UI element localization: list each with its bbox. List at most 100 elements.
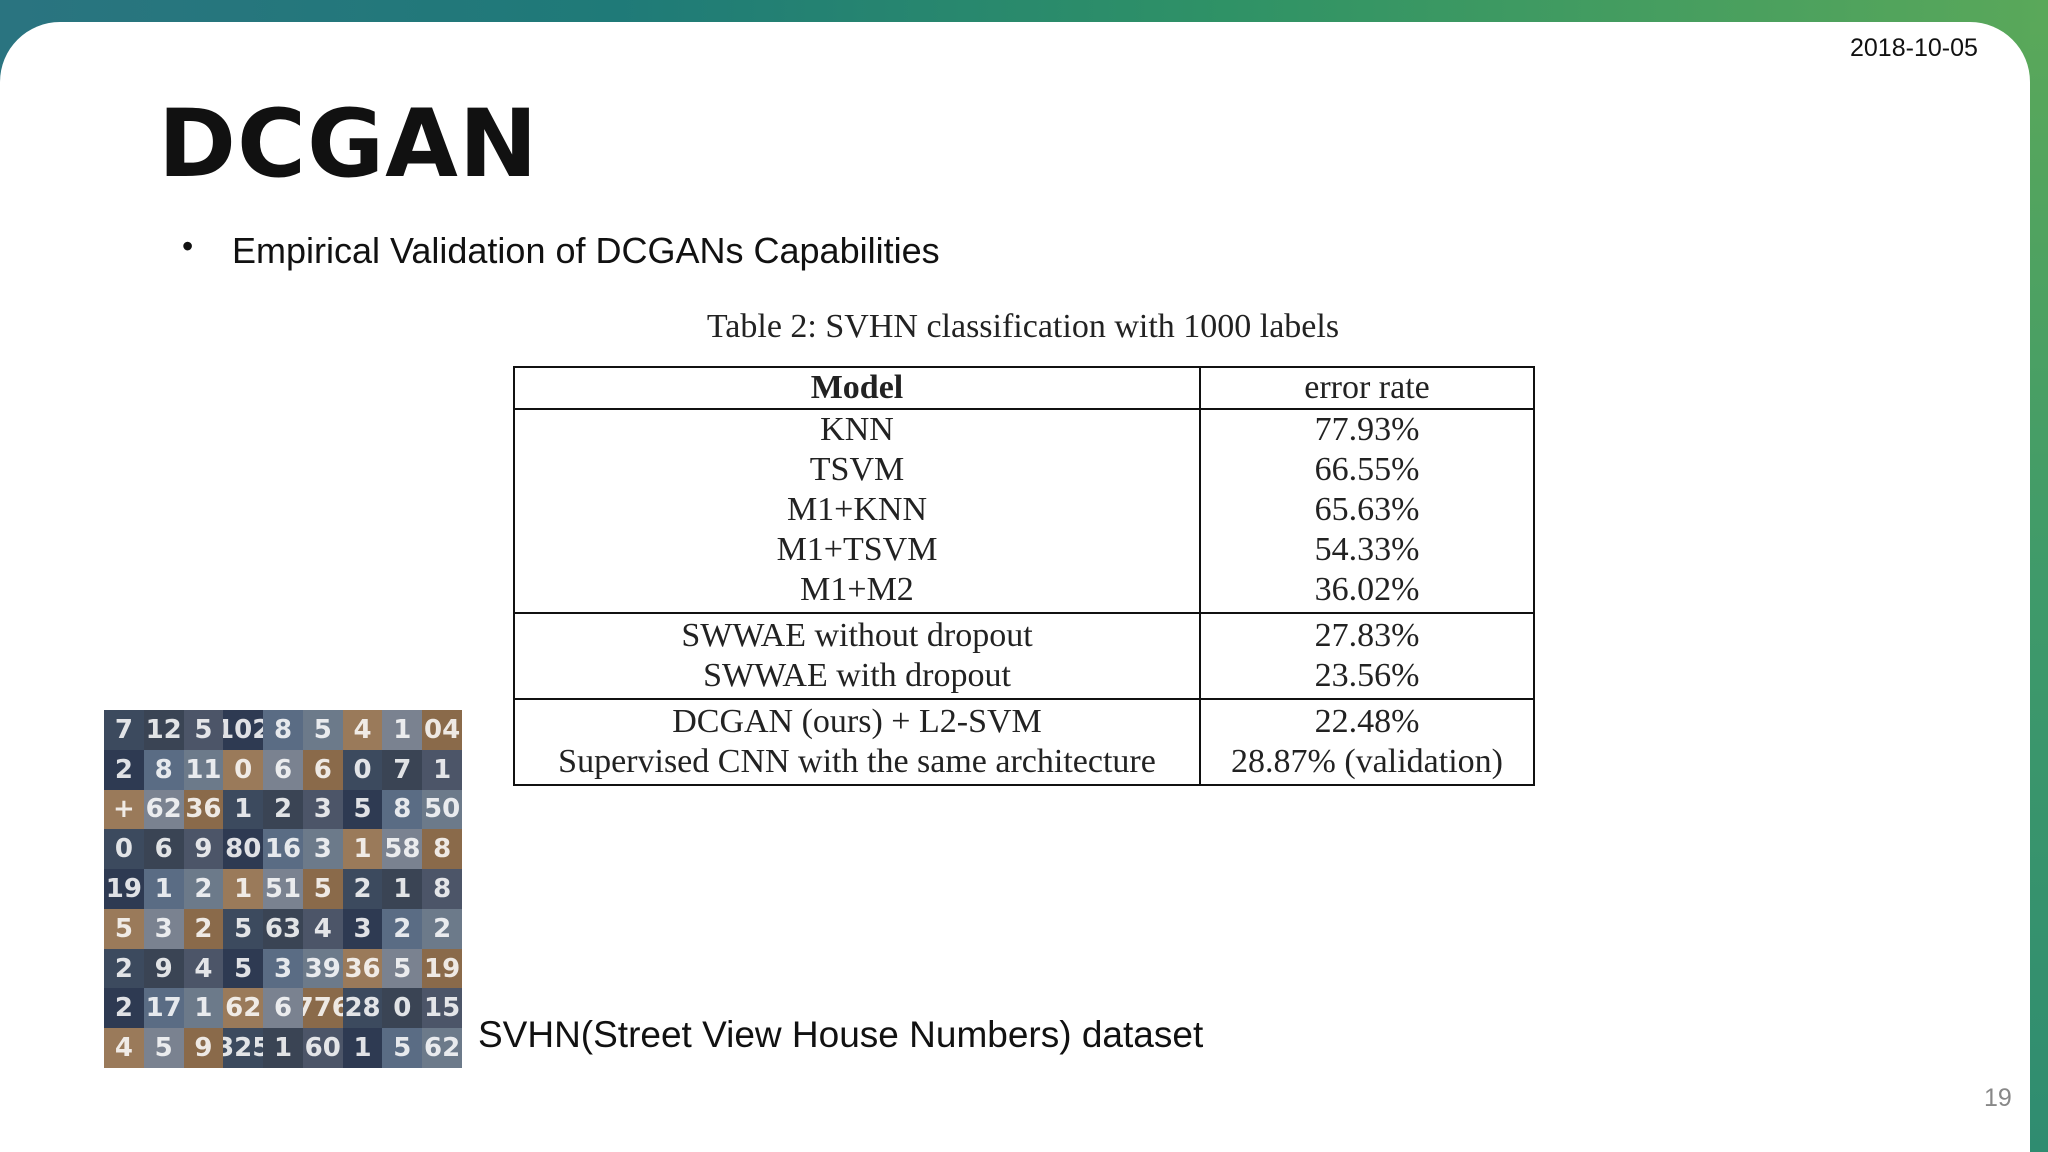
svhn-sample-tile: 0 [223, 749, 264, 790]
table-row: SWWAE without dropout 27.83% [513, 613, 1535, 656]
svhn-sample-tile: 0 [342, 749, 383, 790]
svhn-sample-tile: 1 [223, 869, 264, 909]
table-row: DCGAN (ours) + L2-SVM 22.48% [513, 699, 1535, 742]
svhn-sample-tile: 4 [183, 948, 224, 989]
table-row: M1+M2 36.02% [513, 570, 1535, 614]
svhn-sample-tile: 1 [342, 1028, 383, 1068]
table-row: TSVM 66.55% [513, 450, 1535, 490]
bullet-marker: • [182, 228, 194, 264]
svhn-sample-tile: 39 [302, 948, 343, 989]
svhn-sample-tile: 17 [143, 988, 184, 1029]
svhn-sample-tile: 04 [422, 710, 462, 750]
svhn-sample-tile: 8 [422, 829, 462, 870]
table-row: M1+TSVM 54.33% [513, 530, 1535, 570]
svhn-sample-tile: 2 [183, 908, 224, 949]
error-cell: 54.33% [1199, 530, 1535, 570]
svhn-sample-tile: 2 [422, 908, 462, 949]
svhn-sample-tile: 58 [382, 829, 423, 870]
svhn-sample-tile: 19 [104, 869, 144, 909]
model-cell: M1+KNN [513, 490, 1201, 530]
model-cell: TSVM [513, 450, 1201, 490]
svhn-sample-tile: 62 [422, 1028, 462, 1068]
svhn-sample-tile: 11 [183, 749, 224, 790]
slide-edge-accent [2030, 22, 2048, 1152]
bullet-text: Empirical Validation of DCGANs Capabilit… [232, 230, 940, 271]
slide-date: 2018-10-05 [1850, 34, 1978, 62]
svhn-sample-tile: 63 [263, 908, 303, 949]
table-row: M1+KNN 65.63% [513, 490, 1535, 530]
svhn-sample-tile: 6 [143, 829, 184, 870]
svhn-sample-tile: 6 [263, 988, 303, 1029]
svhn-sample-tile: + [104, 789, 144, 830]
svhn-sample-tile: 12 [143, 710, 184, 750]
svhn-sample-tile: 2 [342, 869, 383, 909]
svhn-sample-tile: 62 [223, 988, 264, 1029]
svhn-sample-tile: 1 [342, 829, 383, 870]
error-cell: 23.56% [1199, 656, 1535, 700]
svhn-sample-tile: 1 [143, 869, 184, 909]
model-cell: M1+M2 [513, 570, 1201, 614]
error-cell: 28.87% (validation) [1199, 742, 1535, 786]
error-cell: 65.63% [1199, 490, 1535, 530]
svhn-sample-tile: 9 [183, 1028, 224, 1068]
table-row: KNN 77.93% [513, 409, 1535, 450]
svhn-sample-tile: 2 [382, 908, 423, 949]
svhn-sample-tile: 4 [104, 1028, 144, 1068]
svhn-sample-mosaic: 7 12 5 102 8 5 4 1 04 2 8 11 0 6 6 0 7 1 +62 36 1 2 3 5 8 50 0 6 9 80… [104, 710, 462, 1068]
svhn-sample-tile: 1 [263, 1028, 303, 1068]
svhn-sample-tile: 1 [183, 988, 224, 1029]
model-cell: DCGAN (ours) + L2-SVM [513, 699, 1201, 742]
svhn-sample-tile: 9 [183, 829, 224, 870]
error-cell: 77.93% [1199, 409, 1535, 450]
svhn-sample-tile: 2 [183, 869, 224, 909]
svhn-sample-tile: 6 [302, 749, 343, 790]
svhn-sample-tile: 7 [104, 710, 144, 750]
svhn-sample-tile: 2 [104, 988, 144, 1029]
svhn-sample-tile: 4 [342, 710, 383, 750]
svhn-sample-tile: 5 [183, 710, 224, 750]
svhn-sample-tile: 5 [143, 1028, 184, 1068]
svhn-sample-tile: 2 [104, 749, 144, 790]
svhn-sample-tile: 1 [422, 749, 462, 790]
page-number: 19 [1984, 1084, 2012, 1112]
svhn-sample-tile: 3 [342, 908, 383, 949]
svhn-sample-tile: 3 [143, 908, 184, 949]
svhn-sample-tile: 19 [422, 948, 462, 989]
table-row: Supervised CNN with the same architectur… [513, 742, 1535, 786]
column-header-error-rate: error rate [1199, 366, 1535, 410]
model-cell: Supervised CNN with the same architectur… [513, 742, 1201, 786]
table-caption: Table 2: SVHN classification with 1000 l… [706, 308, 1340, 345]
svhn-sample-tile: 50 [422, 789, 462, 830]
svhn-sample-tile: 5 [223, 948, 264, 989]
svhn-sample-tile: 2 [104, 948, 144, 989]
svhn-sample-tile: 0 [382, 988, 423, 1029]
svhn-sample-tile: 8 [263, 710, 303, 750]
svhn-sample-tile: 5 [302, 869, 343, 909]
table-row: SWWAE with dropout 23.56% [513, 656, 1535, 700]
svhn-sample-tile: 60 [302, 1028, 343, 1068]
column-header-model: Model [513, 366, 1201, 410]
svhn-sample-tile: 2 [263, 789, 303, 830]
error-cell: 36.02% [1199, 570, 1535, 614]
svhn-sample-tile: 36 [342, 948, 383, 989]
svhn-sample-tile: 7 [382, 749, 423, 790]
svhn-sample-tile: 15 [422, 988, 462, 1029]
error-cell: 66.55% [1199, 450, 1535, 490]
error-cell: 27.83% [1199, 613, 1535, 656]
table-header-row: Model error rate [513, 366, 1535, 410]
svhn-sample-tile: 8 [143, 749, 184, 790]
svhn-sample-tile: 1 [382, 710, 423, 750]
svhn-sample-tile: 1 [382, 869, 423, 909]
svhn-sample-tile: 51 [263, 869, 303, 909]
svhn-sample-tile: 6 [263, 749, 303, 790]
svhn-sample-tile: 16 [263, 829, 303, 870]
svhn-sample-tile: 36 [183, 789, 224, 830]
svhn-sample-tile: 0 [104, 829, 144, 870]
model-cell: KNN [513, 409, 1201, 450]
svhn-sample-tile: 3 [263, 948, 303, 989]
svhn-sample-tile: 325 [223, 1028, 264, 1068]
figure-caption: SVHN(Street View House Numbers) dataset [478, 1014, 1204, 1055]
svhn-sample-tile: 62 [143, 789, 184, 830]
svhn-sample-tile: 3 [302, 789, 343, 830]
svhn-sample-tile: 5 [342, 789, 383, 830]
